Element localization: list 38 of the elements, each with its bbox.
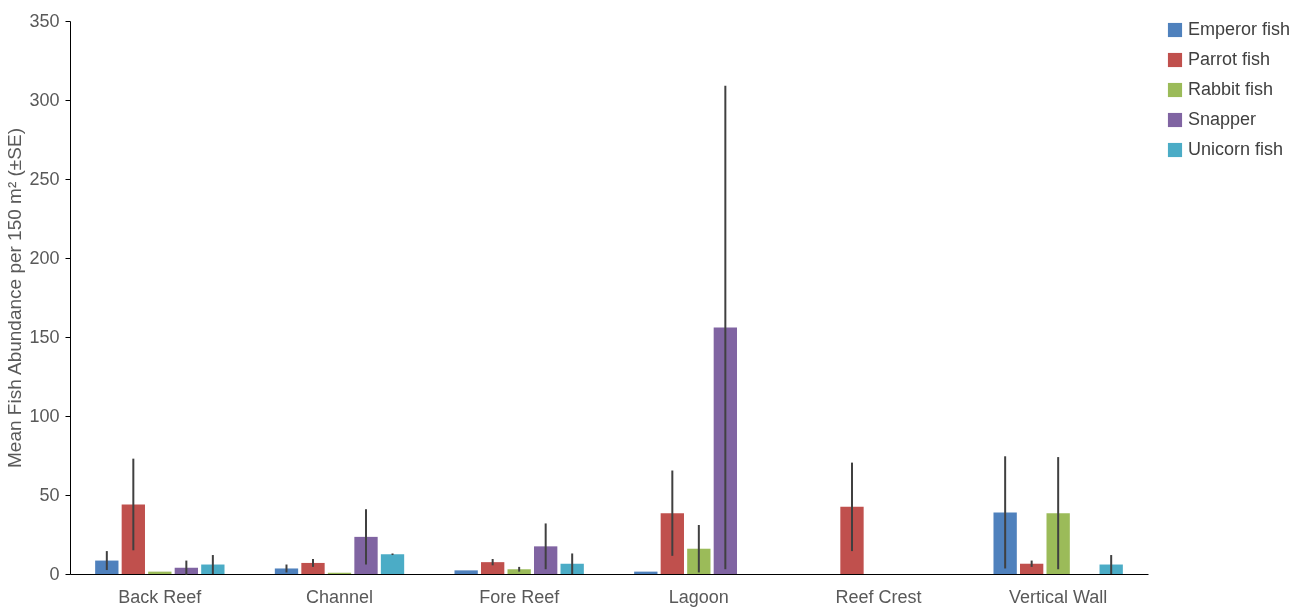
y-tick-label: 350 bbox=[29, 10, 60, 31]
y-tick-label: 0 bbox=[49, 563, 60, 584]
legend-label: Snapper bbox=[1188, 109, 1257, 129]
x-tick-label: Fore Reef bbox=[479, 586, 561, 607]
y-axis-title: Mean Fish Abundance per 150 m² (±SE) bbox=[4, 128, 26, 468]
x-tick-label: Back Reef bbox=[118, 586, 203, 607]
bar bbox=[301, 562, 325, 574]
bar bbox=[201, 564, 225, 574]
legend-label: Rabbit fish bbox=[1188, 79, 1274, 99]
y-tick-label: 50 bbox=[39, 484, 60, 505]
bar bbox=[1019, 563, 1044, 574]
x-tick-label: Vertical Wall bbox=[1008, 586, 1108, 607]
y-tick-label: 300 bbox=[29, 89, 60, 110]
bar bbox=[840, 506, 864, 574]
x-tick-label: Channel bbox=[305, 586, 374, 607]
bar bbox=[121, 504, 145, 574]
bar bbox=[687, 548, 711, 574]
bar bbox=[1046, 513, 1070, 574]
bar bbox=[274, 568, 299, 574]
bar bbox=[507, 569, 531, 574]
legend-label: Unicorn fish bbox=[1188, 139, 1284, 159]
bar bbox=[480, 562, 505, 574]
bar bbox=[534, 546, 558, 574]
bar bbox=[454, 570, 478, 574]
y-tick-label: 100 bbox=[29, 405, 60, 426]
bar bbox=[993, 512, 1017, 574]
y-tick-label: 150 bbox=[29, 326, 60, 347]
x-tick-label: Lagoon bbox=[668, 586, 729, 607]
x-tick-label: Reef Crest bbox=[835, 586, 922, 607]
bar bbox=[713, 327, 738, 574]
bar bbox=[354, 536, 378, 574]
y-tick-label: 200 bbox=[29, 247, 60, 268]
bar bbox=[380, 554, 405, 574]
legend-label: Parrot fish bbox=[1188, 49, 1271, 69]
bar bbox=[660, 513, 684, 574]
y-tick-label: 250 bbox=[29, 168, 60, 189]
legend-label: Emperor fish bbox=[1188, 19, 1291, 39]
bar bbox=[95, 560, 119, 574]
